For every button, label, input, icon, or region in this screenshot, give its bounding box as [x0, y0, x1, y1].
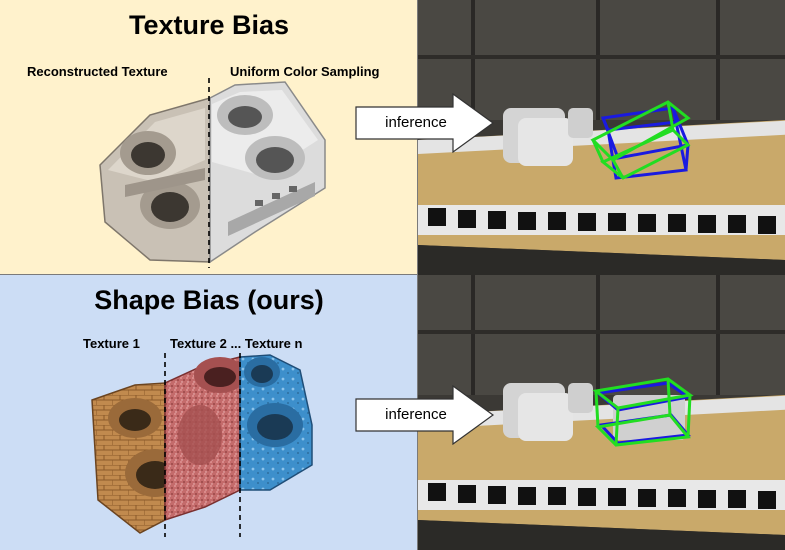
texture-1-label: Texture 1 [83, 336, 140, 351]
shape-bias-object-render [91, 353, 313, 537]
inference-scene-bottom [418, 275, 785, 550]
texture-bias-panel: Texture Bias Reconstructed Texture Unifo… [0, 0, 418, 275]
inference-label-bottom: inference [385, 406, 447, 423]
inference-label-top: inference [385, 114, 447, 131]
reconstructed-texture-label: Reconstructed Texture [27, 64, 168, 79]
shape-bias-inference-photo [418, 275, 785, 550]
inference-arrow-bottom [355, 385, 495, 445]
texture-bias-inference-photo [418, 0, 785, 275]
shape-bias-panel: Shape Bias (ours) Texture 1 Texture 2 ..… [0, 275, 418, 550]
shape-bias-title: Shape Bias (ours) [94, 285, 324, 315]
inference-arrow-top [355, 93, 495, 153]
texture-bias-object-render [99, 78, 326, 268]
uniform-color-sampling-label: Uniform Color Sampling [230, 64, 380, 79]
inference-scene-top [418, 0, 785, 275]
texture-bias-title: Texture Bias [128, 10, 290, 40]
texture-2-to-n-label: Texture 2 ... Texture n [170, 336, 303, 351]
